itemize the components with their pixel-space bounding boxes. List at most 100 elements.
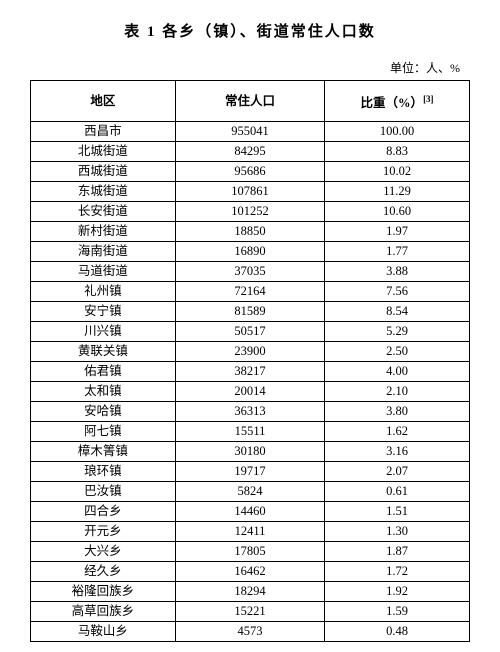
table-row: 四合乡144601.51 — [31, 502, 470, 522]
cell-region: 巴汝镇 — [31, 482, 176, 502]
cell-region: 樟木箐镇 — [31, 442, 176, 462]
cell-ratio: 1.59 — [325, 602, 470, 622]
cell-ratio: 2.50 — [325, 342, 470, 362]
cell-region: 经久乡 — [31, 562, 176, 582]
cell-population: 12411 — [175, 522, 324, 542]
cell-region: 北城街道 — [31, 142, 176, 162]
cell-ratio: 0.61 — [325, 482, 470, 502]
cell-population: 50517 — [175, 322, 324, 342]
cell-population: 15221 — [175, 602, 324, 622]
cell-ratio: 1.92 — [325, 582, 470, 602]
cell-region: 佑君镇 — [31, 362, 176, 382]
cell-population: 17805 — [175, 542, 324, 562]
cell-ratio: 0.48 — [325, 622, 470, 642]
cell-region: 高草回族乡 — [31, 602, 176, 622]
cell-region: 开元乡 — [31, 522, 176, 542]
table-row: 海南街道168901.77 — [31, 242, 470, 262]
cell-ratio: 5.29 — [325, 322, 470, 342]
cell-region: 太和镇 — [31, 382, 176, 402]
table-row: 大兴乡178051.87 — [31, 542, 470, 562]
cell-ratio: 1.62 — [325, 422, 470, 442]
cell-population: 37035 — [175, 262, 324, 282]
table-row: 裕隆回族乡182941.92 — [31, 582, 470, 602]
cell-region: 马鞍山乡 — [31, 622, 176, 642]
cell-region: 新村街道 — [31, 222, 176, 242]
table-row: 佑君镇382174.00 — [31, 362, 470, 382]
table-row: 北城街道842958.83 — [31, 142, 470, 162]
cell-ratio: 3.16 — [325, 442, 470, 462]
table-row: 安哈镇363133.80 — [31, 402, 470, 422]
cell-region: 安哈镇 — [31, 402, 176, 422]
table-row: 马道街道370353.88 — [31, 262, 470, 282]
cell-ratio: 3.88 — [325, 262, 470, 282]
footnote-ref: [3] — [423, 94, 434, 104]
cell-ratio: 7.56 — [325, 282, 470, 302]
table-row: 新村街道188501.97 — [31, 222, 470, 242]
table-row: 礼州镇721647.56 — [31, 282, 470, 302]
table-row: 开元乡124111.30 — [31, 522, 470, 542]
unit-label: 单位：人、% — [30, 59, 470, 76]
cell-region: 海南街道 — [31, 242, 176, 262]
population-table: 地区 常住人口 比重（%）[3] 西昌市955041100.00北城街道8429… — [30, 80, 470, 642]
cell-region: 黄联关镇 — [31, 342, 176, 362]
cell-ratio: 1.30 — [325, 522, 470, 542]
cell-population: 955041 — [175, 122, 324, 142]
cell-population: 18294 — [175, 582, 324, 602]
cell-region: 东城街道 — [31, 182, 176, 202]
cell-population: 16462 — [175, 562, 324, 582]
cell-ratio: 10.02 — [325, 162, 470, 182]
cell-region: 川兴镇 — [31, 322, 176, 342]
cell-population: 18850 — [175, 222, 324, 242]
table-row: 高草回族乡152211.59 — [31, 602, 470, 622]
table-row: 樟木箐镇301803.16 — [31, 442, 470, 462]
table-row: 东城街道10786111.29 — [31, 182, 470, 202]
cell-population: 101252 — [175, 202, 324, 222]
cell-population: 30180 — [175, 442, 324, 462]
cell-region: 马道街道 — [31, 262, 176, 282]
cell-region: 阿七镇 — [31, 422, 176, 442]
table-row: 琅环镇197172.07 — [31, 462, 470, 482]
cell-population: 81589 — [175, 302, 324, 322]
cell-ratio: 1.87 — [325, 542, 470, 562]
cell-population: 15511 — [175, 422, 324, 442]
cell-ratio: 1.72 — [325, 562, 470, 582]
table-row: 西城街道9568610.02 — [31, 162, 470, 182]
col-header-ratio: 比重（%）[3] — [325, 81, 470, 122]
col-header-population: 常住人口 — [175, 81, 324, 122]
table-row: 西昌市955041100.00 — [31, 122, 470, 142]
cell-region: 四合乡 — [31, 502, 176, 522]
cell-ratio: 10.60 — [325, 202, 470, 222]
cell-population: 16890 — [175, 242, 324, 262]
cell-population: 19717 — [175, 462, 324, 482]
table-row: 巴汝镇58240.61 — [31, 482, 470, 502]
col-header-region: 地区 — [31, 81, 176, 122]
cell-population: 14460 — [175, 502, 324, 522]
cell-population: 36313 — [175, 402, 324, 422]
cell-region: 琅环镇 — [31, 462, 176, 482]
cell-ratio: 11.29 — [325, 182, 470, 202]
cell-region: 西昌市 — [31, 122, 176, 142]
table-row: 太和镇200142.10 — [31, 382, 470, 402]
cell-population: 4573 — [175, 622, 324, 642]
cell-population: 20014 — [175, 382, 324, 402]
table-row: 川兴镇505175.29 — [31, 322, 470, 342]
cell-ratio: 1.97 — [325, 222, 470, 242]
cell-population: 38217 — [175, 362, 324, 382]
cell-ratio: 4.00 — [325, 362, 470, 382]
cell-region: 裕隆回族乡 — [31, 582, 176, 602]
cell-population: 23900 — [175, 342, 324, 362]
table-row: 黄联关镇239002.50 — [31, 342, 470, 362]
table-row: 经久乡164621.72 — [31, 562, 470, 582]
table-header-row: 地区 常住人口 比重（%）[3] — [31, 81, 470, 122]
cell-region: 安宁镇 — [31, 302, 176, 322]
cell-region: 大兴乡 — [31, 542, 176, 562]
table-row: 安宁镇815898.54 — [31, 302, 470, 322]
cell-ratio: 1.77 — [325, 242, 470, 262]
cell-ratio: 8.83 — [325, 142, 470, 162]
table-row: 长安街道10125210.60 — [31, 202, 470, 222]
cell-ratio: 8.54 — [325, 302, 470, 322]
cell-population: 84295 — [175, 142, 324, 162]
cell-population: 72164 — [175, 282, 324, 302]
cell-population: 95686 — [175, 162, 324, 182]
cell-population: 5824 — [175, 482, 324, 502]
